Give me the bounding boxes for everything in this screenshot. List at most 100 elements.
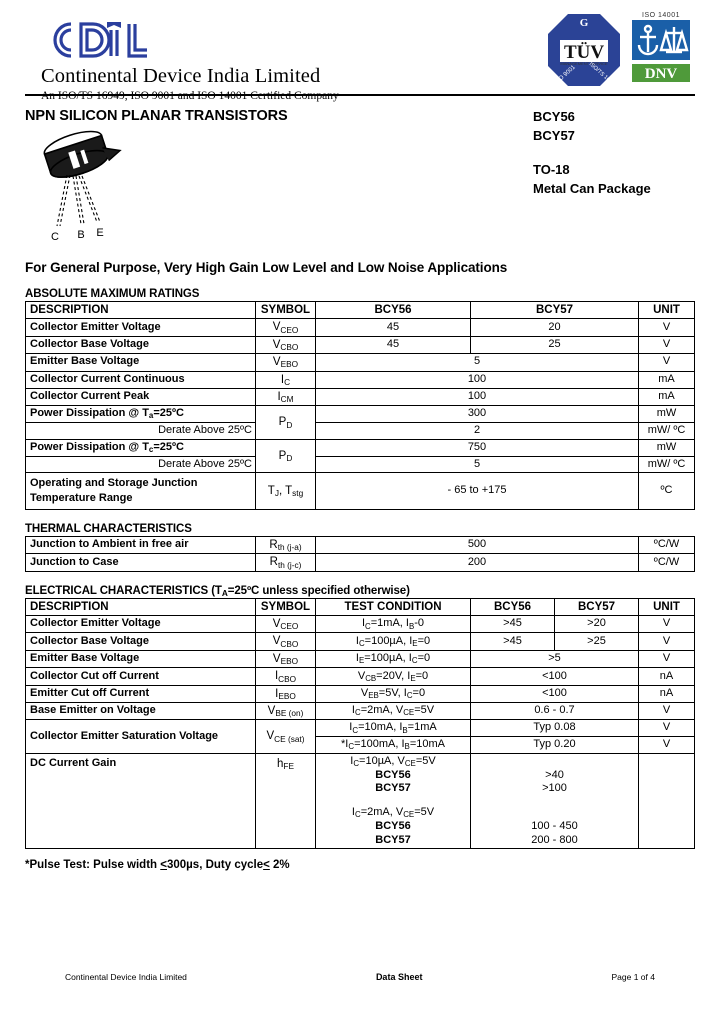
row-value-span: 0.6 - 0.7 [470, 701, 639, 721]
row-unit: V [638, 701, 695, 721]
row-test-condition: VCB=20V, IE=0 [315, 667, 471, 686]
row-description: Collector Emitter Voltage [25, 318, 256, 337]
table-header-row: DESCRIPTION SYMBOL BCY56 BCY57 UNIT [25, 300, 695, 320]
column-header-description: DESCRIPTION [25, 597, 256, 617]
column-header-unit: UNIT [638, 300, 695, 320]
table-row: Collector Current Continuous IC 100 mA [25, 370, 695, 389]
column-header-bcy57: BCY57 [470, 300, 639, 320]
row-value-span: 5 [315, 353, 639, 372]
row-value-bcy57: 20 [470, 318, 639, 337]
row-unit: V [638, 353, 695, 372]
row-symbol: VEBO [255, 649, 316, 669]
row-value-bcy57: >25 [554, 632, 639, 651]
row-value: 200 [315, 553, 639, 572]
gain-part-bcy57-b: BCY57 [375, 833, 411, 846]
row-symbol: VCBO [255, 632, 316, 651]
row-description: Derate Above 25ºC [25, 422, 256, 440]
application-line: For General Purpose, Very High Gain Low … [25, 260, 508, 275]
row-description: Junction to Ambient in free air [25, 535, 256, 555]
row-unit: mW/ ºC [638, 422, 695, 440]
row-value-span: <100 [470, 684, 639, 703]
row-value-bcy56: 45 [315, 335, 471, 355]
thermal-heading: THERMAL CHARACTERISTICS [25, 522, 192, 535]
company-logo-block: Continental Device India Limited An ISO/… [41, 16, 339, 102]
row-value-bcy57: >20 [554, 615, 639, 634]
dnv-logo-icon: DNV [632, 20, 690, 87]
row-description: Collector Emitter Saturation Voltage [25, 719, 256, 754]
row-symbol: VBE (on) [255, 701, 316, 721]
row-symbol: VCEO [255, 318, 316, 337]
header-divider [25, 94, 695, 96]
absolute-maximum-ratings-table: DESCRIPTION SYMBOL BCY56 BCY57 UNIT Coll… [25, 300, 695, 510]
table-row: Junction to Case Rth (j-c) 200 ºC/W [25, 553, 695, 572]
row-description: Collector Base Voltage [25, 335, 256, 355]
table-row: Collector Emitter Voltage VCEO 45 20 V [25, 318, 695, 337]
column-header-symbol: SYMBOL [255, 300, 316, 320]
row-symbol: PD [255, 405, 316, 440]
row-symbol: ICBO [255, 667, 316, 686]
gain-spacer [319, 796, 467, 806]
row-test-condition: IC=2mA, VCE=5V [315, 701, 471, 721]
table-row: Collector Base Voltage VCBO 45 25 V [25, 335, 695, 355]
certification-logos: TÜV MANAGEMENT SERVICE G ISO 9001 ISO/TS… [546, 12, 690, 93]
row-unit: mW [638, 438, 695, 457]
column-header-symbol: SYMBOL [255, 597, 316, 617]
row-description: Emitter Base Voltage [25, 353, 256, 372]
svg-text:G: G [580, 17, 589, 29]
dnv-logo-block: ISO 14001 [632, 12, 690, 87]
row-test-condition: IC=1mA, IB-0 [315, 615, 471, 634]
table-row: Derate Above 25ºC 5 mW/ ºC [25, 455, 695, 474]
row-value-bcy56: >45 [470, 632, 555, 651]
row-description: DC Current Gain [25, 752, 256, 850]
row-value-span: 750 [315, 438, 639, 457]
footer-company: Continental Device India Limited [65, 972, 187, 982]
row-value-span: 2 [315, 422, 639, 440]
part-number: BCY56 [533, 109, 575, 124]
column-header-unit: UNIT [638, 597, 695, 617]
row-description: Collector Cut off Current [25, 667, 256, 686]
abs-max-heading: ABSOLUTE MAXIMUM RATINGS [25, 288, 200, 300]
row-symbol: Rth (j-c) [255, 553, 316, 572]
row-unit: ºC [638, 472, 695, 510]
dnv-iso-label: ISO 14001 [642, 12, 680, 19]
package-type: TO-18 [533, 162, 570, 177]
row-unit: V [638, 335, 695, 355]
row-value-span: 100 [315, 387, 639, 407]
gain-part-bcy57-a: BCY57 [375, 782, 411, 795]
row-value-span: Typ 0.20 [470, 736, 639, 754]
column-header-description: DESCRIPTION [25, 300, 256, 320]
gain-value-bcy56-a: >40 [545, 768, 564, 781]
gain-condition-2: IC=2mA, VCE=5V [351, 806, 435, 820]
row-unit: V [638, 615, 695, 634]
page-header: Continental Device India Limited An ISO/… [25, 0, 695, 102]
row-symbol: IC [255, 370, 316, 389]
row-unit: mA [638, 370, 695, 389]
row-unit: ºC/W [638, 535, 695, 555]
row-value-span: 5 [315, 455, 639, 474]
row-description: Power Dissipation @ Tc=25ºC [25, 438, 256, 457]
row-unit: V [638, 649, 695, 669]
row-description: Collector Current Continuous [25, 370, 256, 389]
gain-value-bcy57-b: 200 - 800 [531, 833, 578, 846]
part-number-list: BCY56 BCY57 [533, 108, 693, 146]
table-row: Derate Above 25ºC 2 mW/ ºC [25, 422, 695, 440]
row-symbol: IEBO [255, 684, 316, 703]
row-test-condition: *IC=100mA, IB=10mA [315, 736, 471, 754]
dc-gain-values: >40 >100 100 - 450 200 - 800 [470, 752, 639, 850]
row-value-bcy57: 25 [470, 335, 639, 355]
row-value: 500 [315, 535, 639, 555]
row-symbol: Rth (j-a) [255, 535, 316, 555]
row-symbol: VCEO [255, 615, 316, 634]
row-value-bcy56: 45 [315, 318, 471, 337]
table-row: Power Dissipation @ Ta=25ºC PD 300 mW [25, 405, 695, 440]
row-description: Emitter Cut off Current [25, 684, 256, 703]
column-header-bcy56: BCY56 [315, 300, 471, 320]
row-symbol: VCE (sat) [255, 719, 316, 754]
row-symbol: PD [255, 438, 316, 474]
certification-line: An ISO/TS 16949, ISO 9001 and ISO 14001 … [41, 90, 339, 102]
svg-text:MANAGEMENT SERVICE: MANAGEMENT SERVICE [560, 61, 608, 66]
row-unit: mA [638, 387, 695, 407]
row-unit [638, 752, 695, 850]
row-test-condition: IE=100µA, IC=0 [315, 649, 471, 669]
table-row: Power Dissipation @ Tc=25ºC PD 750 mW [25, 438, 695, 474]
